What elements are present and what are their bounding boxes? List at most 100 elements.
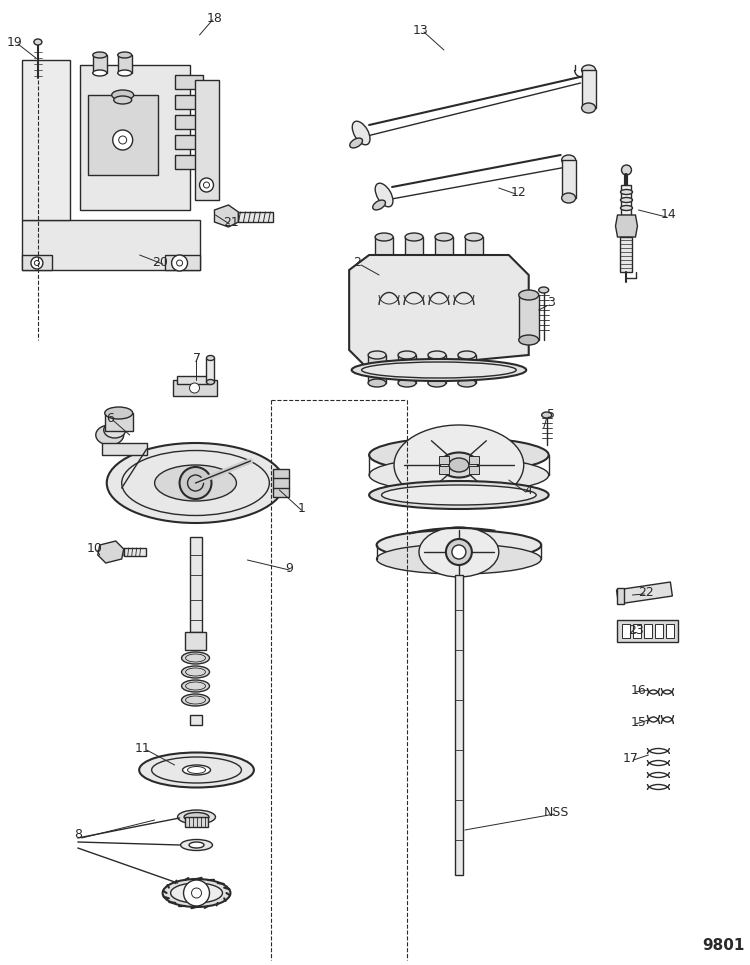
Ellipse shape — [368, 379, 386, 387]
Ellipse shape — [170, 883, 223, 903]
Bar — [175, 95, 202, 109]
Bar — [435, 237, 453, 259]
Ellipse shape — [382, 485, 536, 505]
Text: NSS: NSS — [544, 806, 569, 818]
Ellipse shape — [182, 666, 209, 678]
Bar — [622, 624, 631, 638]
Ellipse shape — [189, 842, 204, 848]
Bar — [368, 355, 386, 383]
Ellipse shape — [398, 379, 416, 387]
Ellipse shape — [375, 233, 393, 241]
Ellipse shape — [376, 544, 542, 574]
Ellipse shape — [405, 255, 423, 263]
Ellipse shape — [562, 193, 575, 203]
Text: 23: 23 — [628, 623, 644, 637]
Bar — [175, 135, 202, 149]
Bar — [469, 456, 478, 464]
Text: 7: 7 — [193, 351, 200, 365]
Ellipse shape — [458, 351, 476, 359]
Ellipse shape — [562, 155, 575, 165]
Text: 8: 8 — [74, 829, 82, 841]
Bar — [176, 376, 212, 384]
Bar — [190, 537, 202, 632]
Bar — [175, 115, 202, 129]
Ellipse shape — [163, 879, 230, 907]
Ellipse shape — [93, 52, 106, 58]
Ellipse shape — [435, 233, 453, 241]
Bar — [80, 65, 190, 210]
Bar — [616, 588, 625, 604]
Bar — [519, 295, 538, 340]
Ellipse shape — [178, 810, 215, 824]
Bar — [465, 237, 483, 259]
Polygon shape — [22, 220, 200, 270]
Circle shape — [112, 130, 133, 150]
Bar — [634, 624, 641, 638]
Ellipse shape — [118, 52, 132, 58]
Text: 9: 9 — [285, 562, 293, 574]
Text: 12: 12 — [511, 185, 526, 199]
Text: 22: 22 — [638, 586, 654, 598]
Ellipse shape — [398, 351, 416, 359]
Circle shape — [31, 257, 43, 269]
Ellipse shape — [620, 189, 632, 195]
Text: 3: 3 — [547, 296, 554, 310]
Text: 14: 14 — [661, 208, 676, 222]
Bar — [620, 237, 632, 272]
Bar — [118, 55, 132, 73]
Bar — [194, 80, 220, 200]
Ellipse shape — [104, 422, 126, 438]
Text: 17: 17 — [622, 752, 638, 764]
Text: 16: 16 — [631, 683, 646, 697]
Ellipse shape — [458, 379, 476, 387]
Ellipse shape — [440, 453, 478, 478]
Ellipse shape — [405, 233, 423, 241]
Text: 2: 2 — [353, 256, 361, 268]
Ellipse shape — [428, 351, 446, 359]
Bar — [93, 55, 106, 73]
Ellipse shape — [118, 70, 132, 76]
Bar — [184, 632, 206, 650]
Circle shape — [172, 255, 188, 271]
Circle shape — [200, 178, 214, 192]
Ellipse shape — [620, 206, 632, 210]
Bar — [439, 456, 449, 464]
Bar — [616, 620, 678, 642]
Bar — [644, 624, 652, 638]
Ellipse shape — [182, 680, 209, 692]
Text: 18: 18 — [206, 12, 223, 24]
Ellipse shape — [154, 465, 236, 501]
Ellipse shape — [449, 458, 469, 472]
Ellipse shape — [581, 103, 596, 113]
Ellipse shape — [181, 840, 212, 850]
Circle shape — [402, 364, 412, 374]
Ellipse shape — [34, 39, 42, 45]
Bar — [405, 237, 423, 259]
Ellipse shape — [369, 437, 549, 473]
Bar — [439, 466, 449, 474]
Ellipse shape — [206, 379, 214, 384]
Ellipse shape — [114, 96, 132, 104]
Circle shape — [622, 165, 632, 175]
Ellipse shape — [368, 351, 386, 359]
Bar — [88, 95, 158, 175]
Ellipse shape — [184, 813, 209, 821]
Ellipse shape — [375, 255, 393, 263]
Ellipse shape — [538, 287, 549, 293]
Bar — [102, 443, 147, 455]
Ellipse shape — [419, 527, 499, 577]
Ellipse shape — [369, 481, 549, 509]
Ellipse shape — [182, 765, 211, 775]
Ellipse shape — [376, 530, 542, 560]
Bar — [398, 355, 416, 383]
Bar — [175, 75, 202, 89]
Ellipse shape — [394, 425, 524, 505]
Polygon shape — [616, 215, 638, 237]
Ellipse shape — [519, 335, 538, 345]
Ellipse shape — [105, 407, 133, 419]
Bar — [667, 624, 674, 638]
Ellipse shape — [369, 457, 549, 492]
Text: 19: 19 — [7, 36, 22, 48]
Ellipse shape — [206, 355, 214, 361]
Bar — [428, 355, 446, 383]
